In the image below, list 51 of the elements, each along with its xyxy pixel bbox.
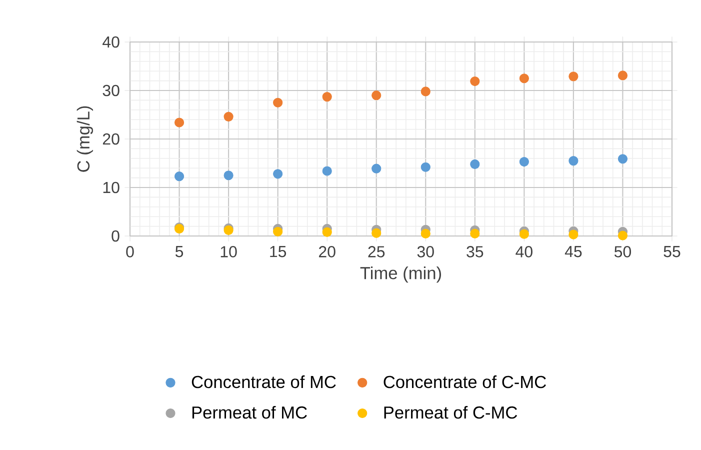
point	[470, 228, 480, 238]
y-tick-label: 30	[102, 84, 120, 96]
point	[470, 159, 480, 170]
point	[273, 226, 283, 236]
point	[618, 154, 628, 164]
legend-label: Permeat of MC	[192, 406, 307, 419]
point	[224, 112, 234, 122]
x-tick-label: 10	[220, 246, 237, 258]
point	[519, 156, 529, 167]
x-tick-label: 45	[564, 246, 582, 258]
point	[372, 164, 382, 174]
point	[174, 118, 184, 128]
y-tick-label: 0	[112, 230, 120, 242]
point	[322, 92, 332, 102]
x-tick-label: 25	[368, 246, 385, 258]
point	[322, 227, 332, 237]
legend-label: Concentrate of C-MC	[384, 375, 546, 388]
x-tick-label: 40	[516, 246, 532, 258]
x-tick-label: 5	[175, 246, 184, 258]
x-axis-title: Time (min)	[360, 266, 441, 283]
point	[420, 86, 430, 96]
point	[618, 230, 628, 240]
y-tick-label: 40	[102, 36, 120, 48]
x-tick-label: 0	[126, 246, 134, 258]
point	[273, 169, 283, 179]
x-tick-label: 15	[270, 246, 286, 258]
y-axis-title: C (mg/L)	[76, 106, 94, 172]
x-tick-label: 30	[417, 246, 434, 258]
point	[174, 172, 184, 182]
point	[618, 70, 628, 80]
point	[519, 74, 529, 84]
point	[322, 166, 332, 176]
y-tick-label: 10	[103, 182, 120, 194]
x-tick-label: 55	[664, 246, 680, 258]
x-tick-label: 20	[318, 246, 336, 258]
x-tick-label: 50	[614, 246, 631, 258]
point	[568, 156, 578, 166]
point	[372, 228, 382, 238]
point	[420, 228, 430, 238]
point	[470, 76, 480, 86]
legend-label: Permeat of C-MC	[384, 406, 518, 419]
x-tick-label: 35	[466, 246, 484, 258]
point	[372, 90, 382, 100]
legend-label: Concentrate of MC	[192, 375, 336, 388]
point	[519, 229, 529, 239]
point	[568, 230, 578, 240]
point	[273, 98, 283, 108]
point	[568, 72, 578, 82]
y-tick-label: 20	[102, 133, 120, 145]
point	[224, 170, 234, 180]
point	[420, 162, 430, 172]
